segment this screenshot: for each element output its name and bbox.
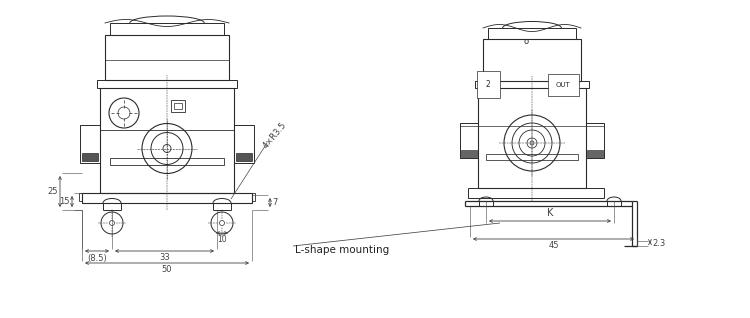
Bar bbox=[110, 158, 224, 165]
Bar bbox=[478, 88, 586, 188]
Bar bbox=[105, 35, 229, 80]
Bar bbox=[486, 154, 578, 160]
Bar bbox=[468, 188, 604, 198]
Bar bbox=[110, 23, 224, 35]
Bar bbox=[171, 100, 185, 112]
Bar bbox=[236, 153, 252, 161]
Bar bbox=[475, 81, 589, 88]
Text: L-shape mounting: L-shape mounting bbox=[295, 245, 389, 255]
Bar bbox=[174, 103, 182, 109]
Bar bbox=[586, 123, 604, 158]
Text: 33: 33 bbox=[159, 253, 170, 262]
Bar bbox=[483, 39, 581, 81]
Bar bbox=[461, 150, 477, 157]
Text: 2.3: 2.3 bbox=[652, 239, 666, 248]
Bar bbox=[82, 193, 252, 203]
Bar bbox=[100, 88, 234, 193]
Text: 25: 25 bbox=[47, 187, 58, 196]
Text: 2: 2 bbox=[486, 80, 490, 89]
Text: 10: 10 bbox=[217, 236, 226, 245]
Text: 50: 50 bbox=[162, 266, 172, 274]
Bar bbox=[252, 193, 255, 201]
Text: 15: 15 bbox=[59, 197, 70, 206]
Text: OUT: OUT bbox=[556, 82, 571, 88]
Text: K: K bbox=[547, 209, 554, 218]
Text: 7: 7 bbox=[272, 198, 278, 207]
Bar bbox=[234, 125, 254, 163]
Text: 4×R3.5: 4×R3.5 bbox=[262, 120, 289, 150]
Text: (8.5): (8.5) bbox=[87, 253, 106, 262]
Bar bbox=[488, 28, 576, 39]
Bar bbox=[97, 80, 237, 88]
Bar bbox=[460, 123, 478, 158]
Bar bbox=[587, 150, 603, 157]
Bar bbox=[82, 153, 98, 161]
Bar bbox=[79, 193, 82, 201]
Bar bbox=[80, 125, 100, 163]
Text: 45: 45 bbox=[548, 241, 559, 251]
Text: o: o bbox=[524, 37, 530, 46]
